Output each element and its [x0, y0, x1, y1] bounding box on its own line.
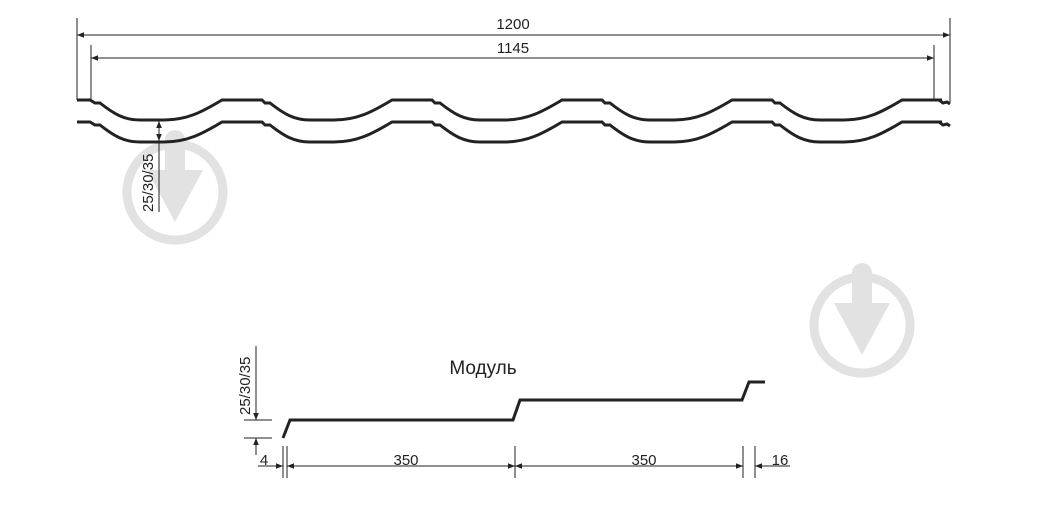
tile-profile-lower-line	[77, 120, 951, 144]
end-16-label: 16	[772, 452, 789, 469]
label-1145: 1145	[497, 40, 529, 57]
module-350-label: 350	[393, 452, 418, 469]
label-profile-height: 25/30/35	[140, 154, 157, 212]
dimension-lines	[76, 18, 951, 212]
module-350-label: 350	[631, 452, 656, 469]
step-4-label: 4	[260, 452, 268, 469]
tile-profile-upper-line	[77, 98, 951, 122]
module-height-label: 25/30/35	[237, 357, 254, 415]
module-title: Модуль	[449, 358, 516, 379]
module-dimension-lines	[244, 346, 790, 478]
download-watermark-icon	[809, 263, 915, 378]
label-1200: 1200	[496, 16, 529, 33]
module-step-profile	[281, 380, 765, 439]
